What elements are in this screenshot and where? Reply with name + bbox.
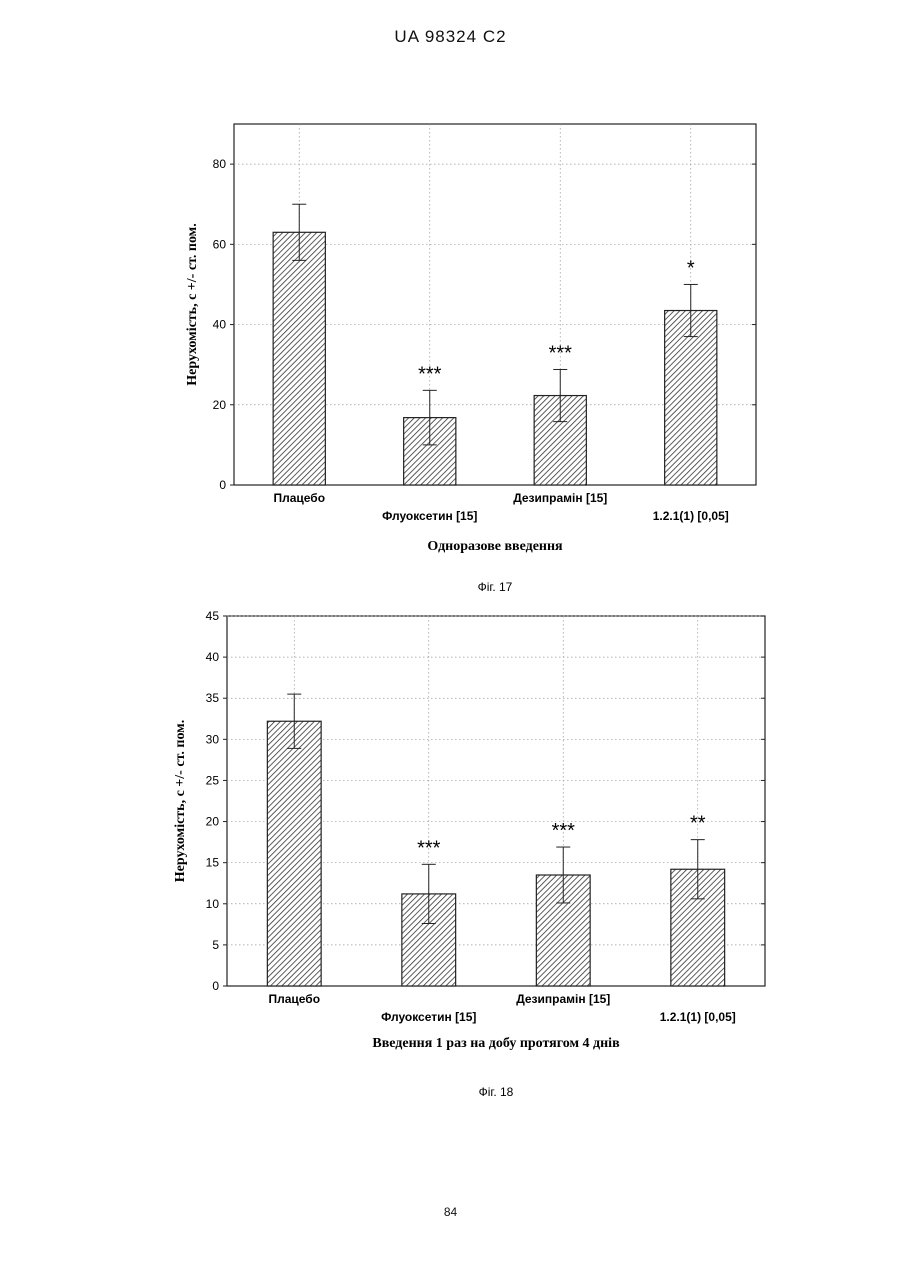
page-number: 84 bbox=[0, 1205, 901, 1219]
y-tick-label: 0 bbox=[212, 979, 219, 993]
y-tick-label: 15 bbox=[206, 856, 220, 870]
x-category-label: Флуоксетин [15] bbox=[381, 1010, 476, 1024]
y-axis-label: Нерухомість, с +/- ст. пом. bbox=[173, 720, 188, 882]
y-tick-label: 20 bbox=[206, 815, 220, 829]
y-tick-label: 10 bbox=[206, 897, 220, 911]
x-category-label: 1.2.1(1) [0,05] bbox=[660, 1010, 736, 1024]
chart-fig18: 0 5 10 15 20 25 30 35 40 45 Плацебо *** Флуоксетин [… bbox=[0, 0, 901, 1110]
x-category-label: Дезипрамін [15] bbox=[516, 992, 610, 1006]
y-tick-label: 45 bbox=[206, 609, 220, 623]
significance-marker: *** bbox=[417, 837, 441, 859]
y-tick-label: 40 bbox=[206, 650, 220, 664]
figure-caption: Фіг. 18 bbox=[479, 1085, 514, 1099]
y-tick-label: 35 bbox=[206, 691, 220, 705]
bar-1 bbox=[267, 721, 321, 986]
x-category-label: Плацебо bbox=[268, 992, 320, 1006]
significance-marker: *** bbox=[552, 820, 576, 842]
y-tick-label: 25 bbox=[206, 773, 220, 787]
x-axis-label: Введення 1 раз на добу протягом 4 днів bbox=[372, 1036, 620, 1051]
significance-marker: ** bbox=[690, 813, 706, 835]
y-tick-label: 5 bbox=[212, 938, 219, 952]
y-tick-label: 30 bbox=[206, 732, 220, 746]
